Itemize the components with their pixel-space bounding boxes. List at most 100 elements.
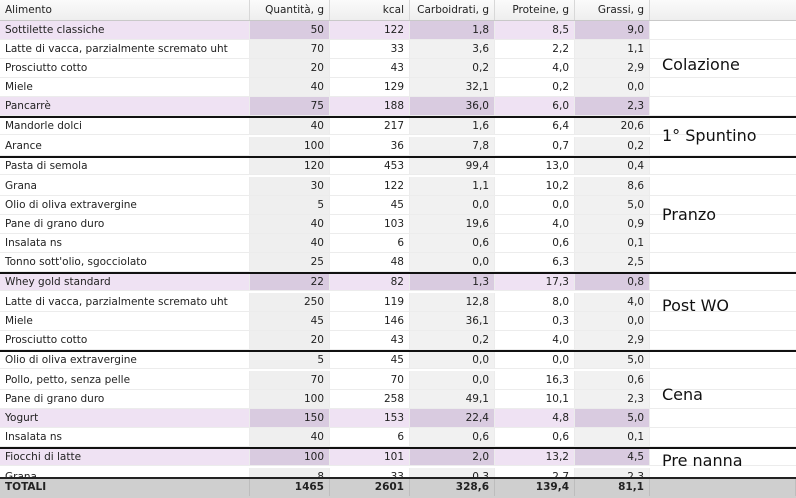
table-row[interactable]: Prosciutto cotto 20 43 0,2 4,0 2,9 <box>0 331 796 350</box>
protein-cell[interactable]: 4,0 <box>495 331 575 350</box>
table-row[interactable]: Grana 30 122 1,1 10,2 8,6 <box>0 177 796 196</box>
protein-cell[interactable]: 17,3 <box>495 274 575 291</box>
table-row[interactable]: Latte di vacca, parzialmente scremato uh… <box>0 293 796 312</box>
protein-cell[interactable]: 6,3 <box>495 253 575 272</box>
quantity-cell[interactable]: 40 <box>250 234 330 253</box>
carbs-cell[interactable]: 1,1 <box>410 177 495 196</box>
fat-cell[interactable]: 9,0 <box>575 21 650 40</box>
food-name-cell[interactable]: Pane di grano duro <box>0 215 250 234</box>
fat-cell[interactable]: 2,9 <box>575 59 650 78</box>
quantity-cell[interactable]: 70 <box>250 371 330 390</box>
fat-cell[interactable]: 5,0 <box>575 196 650 215</box>
table-row[interactable]: Tonno sott'olio, sgocciolato 25 48 0,0 6,3 2,… <box>0 253 796 272</box>
quantity-cell[interactable]: 100 <box>250 449 330 466</box>
kcal-cell[interactable]: 217 <box>330 118 410 135</box>
kcal-cell[interactable]: 101 <box>330 449 410 466</box>
carbs-cell[interactable]: 1,6 <box>410 118 495 135</box>
protein-cell[interactable]: 13,0 <box>495 158 575 175</box>
fat-cell[interactable]: 0,1 <box>575 234 650 253</box>
fat-cell[interactable]: 8,6 <box>575 177 650 196</box>
kcal-cell[interactable]: 122 <box>330 177 410 196</box>
table-row[interactable]: Pollo, petto, senza pelle 70 70 0,0 16,3 0,6 <box>0 371 796 390</box>
quantity-cell[interactable]: 40 <box>250 78 330 97</box>
table-row[interactable]: Arance 100 36 7,8 0,7 0,2 <box>0 137 796 156</box>
quantity-cell[interactable]: 100 <box>250 137 330 156</box>
kcal-cell[interactable]: 188 <box>330 97 410 116</box>
protein-cell[interactable]: 0,3 <box>495 312 575 331</box>
protein-cell[interactable]: 8,5 <box>495 21 575 40</box>
fat-cell[interactable]: 2,3 <box>575 97 650 116</box>
food-name-cell[interactable]: Pane di grano duro <box>0 390 250 409</box>
protein-cell[interactable]: 0,6 <box>495 234 575 253</box>
protein-cell[interactable]: 6,4 <box>495 118 575 135</box>
kcal-cell[interactable]: 6 <box>330 234 410 253</box>
kcal-cell[interactable]: 43 <box>330 331 410 350</box>
kcal-cell[interactable]: 48 <box>330 253 410 272</box>
kcal-cell[interactable]: 33 <box>330 40 410 59</box>
protein-cell[interactable]: 10,1 <box>495 390 575 409</box>
column-header-protein[interactable]: Proteine, g <box>495 0 575 20</box>
carbs-cell[interactable]: 0,0 <box>410 371 495 390</box>
carbs-cell[interactable]: 0,6 <box>410 428 495 447</box>
fat-cell[interactable]: 0,0 <box>575 312 650 331</box>
table-row[interactable]: Latte di vacca, parzialmente scremato uh… <box>0 40 796 59</box>
table-row[interactable]: Pasta di semola 120 453 99,4 13,0 0,4 <box>0 156 796 177</box>
kcal-cell[interactable]: 6 <box>330 428 410 447</box>
table-row[interactable]: Pane di grano duro 40 103 19,6 4,0 0,9 <box>0 215 796 234</box>
table-row[interactable]: Sottilette classiche 50 122 1,8 8,5 9,0 <box>0 21 796 40</box>
food-name-cell[interactable]: Tonno sott'olio, sgocciolato <box>0 253 250 272</box>
food-name-cell[interactable]: Latte di vacca, parzialmente scremato uh… <box>0 40 250 59</box>
fat-cell[interactable]: 20,6 <box>575 118 650 135</box>
table-row[interactable]: Miele 45 146 36,1 0,3 0,0 <box>0 312 796 331</box>
food-name-cell[interactable]: Pancarrè <box>0 97 250 116</box>
food-name-cell[interactable]: Miele <box>0 312 250 331</box>
fat-cell[interactable]: 0,9 <box>575 215 650 234</box>
table-row[interactable]: Olio di oliva extravergine 5 45 0,0 0,0 5,0 <box>0 350 796 371</box>
carbs-cell[interactable]: 99,4 <box>410 158 495 175</box>
fat-cell[interactable]: 1,1 <box>575 40 650 59</box>
table-row[interactable]: Prosciutto cotto 20 43 0,2 4,0 2,9 <box>0 59 796 78</box>
carbs-cell[interactable]: 12,8 <box>410 293 495 312</box>
quantity-cell[interactable]: 5 <box>250 352 330 369</box>
kcal-cell[interactable]: 258 <box>330 390 410 409</box>
carbs-cell[interactable]: 49,1 <box>410 390 495 409</box>
quantity-cell[interactable]: 45 <box>250 312 330 331</box>
food-name-cell[interactable]: Latte di vacca, parzialmente scremato uh… <box>0 293 250 312</box>
kcal-cell[interactable]: 122 <box>330 21 410 40</box>
fat-cell[interactable]: 0,2 <box>575 137 650 156</box>
quantity-cell[interactable]: 250 <box>250 293 330 312</box>
carbs-cell[interactable]: 0,0 <box>410 352 495 369</box>
kcal-cell[interactable]: 453 <box>330 158 410 175</box>
protein-cell[interactable]: 0,0 <box>495 196 575 215</box>
quantity-cell[interactable]: 120 <box>250 158 330 175</box>
carbs-cell[interactable]: 19,6 <box>410 215 495 234</box>
food-name-cell[interactable]: Mandorle dolci <box>0 118 250 135</box>
kcal-cell[interactable]: 119 <box>330 293 410 312</box>
fat-cell[interactable]: 0,0 <box>575 78 650 97</box>
carbs-cell[interactable]: 0,2 <box>410 331 495 350</box>
protein-cell[interactable]: 0,2 <box>495 78 575 97</box>
fat-cell[interactable]: 0,1 <box>575 428 650 447</box>
food-name-cell[interactable]: Miele <box>0 78 250 97</box>
column-header-food[interactable]: Alimento <box>0 0 250 20</box>
protein-cell[interactable]: 2,2 <box>495 40 575 59</box>
carbs-cell[interactable]: 0,0 <box>410 253 495 272</box>
kcal-cell[interactable]: 70 <box>330 371 410 390</box>
quantity-cell[interactable]: 100 <box>250 390 330 409</box>
carbs-cell[interactable]: 1,3 <box>410 274 495 291</box>
column-header-kcal[interactable]: kcal <box>330 0 410 20</box>
quantity-cell[interactable]: 30 <box>250 177 330 196</box>
fat-cell[interactable]: 4,5 <box>575 449 650 466</box>
carbs-cell[interactable]: 22,4 <box>410 409 495 428</box>
kcal-cell[interactable]: 103 <box>330 215 410 234</box>
food-name-cell[interactable]: Grana <box>0 177 250 196</box>
table-row[interactable]: Pancarrè 75 188 36,0 6,0 2,3 <box>0 97 796 116</box>
table-row[interactable]: Pane di grano duro 100 258 49,1 10,1 2,3 <box>0 390 796 409</box>
carbs-cell[interactable]: 2,0 <box>410 449 495 466</box>
kcal-cell[interactable]: 153 <box>330 409 410 428</box>
carbs-cell[interactable]: 0,2 <box>410 59 495 78</box>
protein-cell[interactable]: 8,0 <box>495 293 575 312</box>
kcal-cell[interactable]: 45 <box>330 352 410 369</box>
carbs-cell[interactable]: 7,8 <box>410 137 495 156</box>
protein-cell[interactable]: 10,2 <box>495 177 575 196</box>
